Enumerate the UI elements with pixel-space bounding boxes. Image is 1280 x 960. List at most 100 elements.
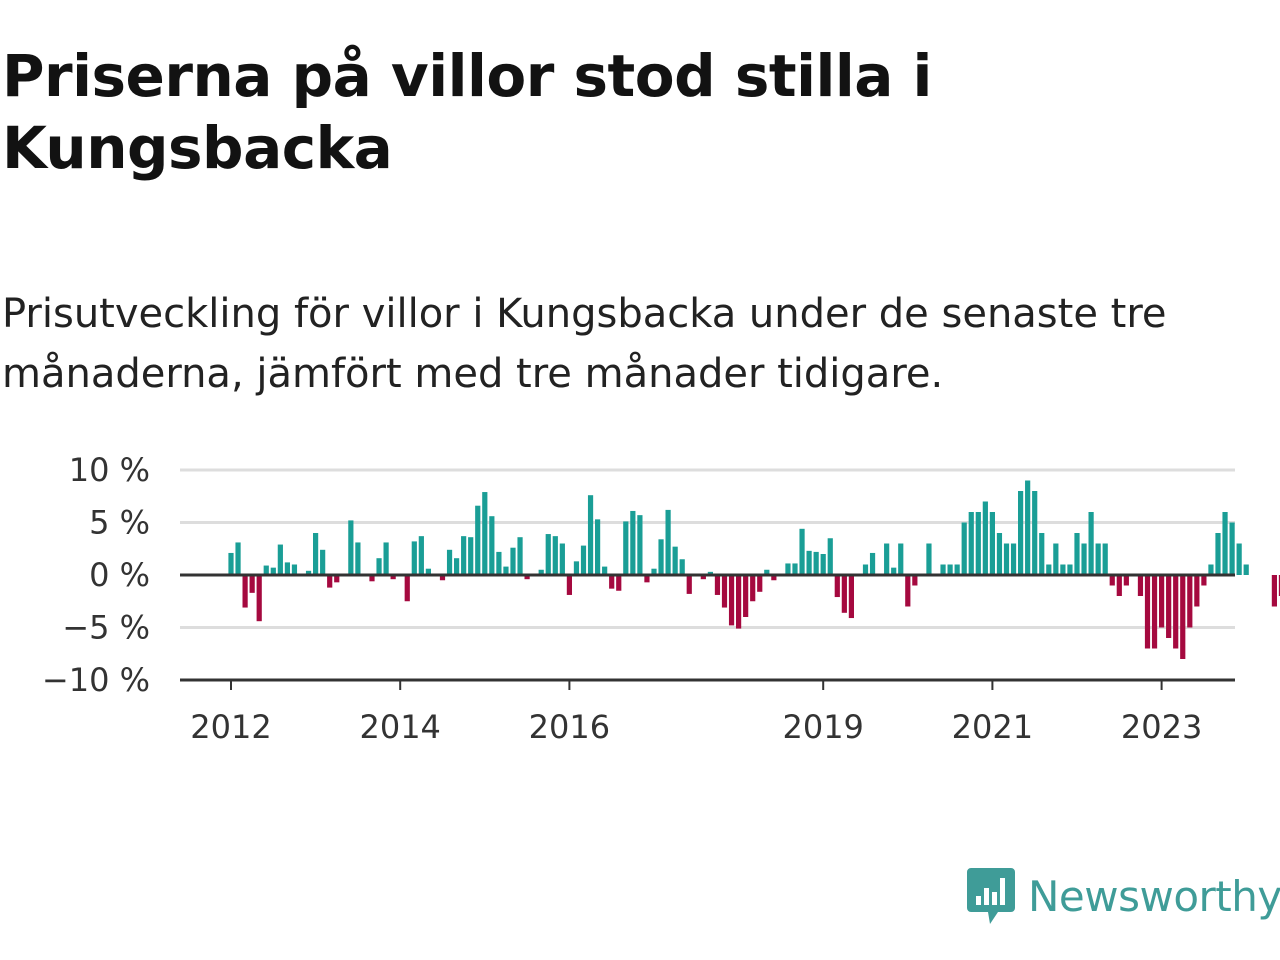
y-tick-label: −10 % <box>42 661 150 699</box>
bar <box>714 575 721 595</box>
bar <box>841 575 847 613</box>
bar <box>1074 533 1080 575</box>
x-tick-label: 2014 <box>359 708 440 746</box>
bar <box>228 552 234 575</box>
bar <box>658 539 664 575</box>
bar <box>700 575 706 580</box>
bar <box>418 536 424 575</box>
bar <box>1278 575 1280 596</box>
bar <box>284 562 290 575</box>
bar-series <box>228 480 1280 659</box>
bar <box>242 575 248 608</box>
bar <box>1010 543 1017 575</box>
bar <box>1067 564 1073 575</box>
bar <box>1236 543 1242 575</box>
bar <box>721 575 728 608</box>
bar <box>313 533 319 575</box>
bar <box>1088 512 1094 575</box>
y-tick-label: −5 % <box>62 609 150 647</box>
bar <box>1032 491 1038 575</box>
bar <box>334 575 340 583</box>
bar <box>947 564 953 575</box>
bar <box>609 575 615 589</box>
bar <box>235 542 241 575</box>
bar <box>1003 543 1010 575</box>
page-title: Priserna på villor stod stilla i Kungsba… <box>2 42 932 182</box>
bar <box>898 543 904 575</box>
bar <box>552 536 558 575</box>
x-tick-label: 2023 <box>1121 708 1202 746</box>
bar <box>1046 564 1052 575</box>
bar <box>961 522 967 575</box>
bar <box>940 564 946 575</box>
bar <box>982 501 988 575</box>
bar <box>996 533 1003 575</box>
bar <box>270 567 276 575</box>
bar <box>595 519 601 575</box>
bar <box>249 575 255 593</box>
bar <box>912 575 918 586</box>
bar <box>1025 480 1031 575</box>
bar <box>1095 543 1101 575</box>
bar <box>736 575 742 629</box>
y-tick-label: 10 % <box>69 451 150 489</box>
bar <box>771 575 777 581</box>
bar <box>630 510 636 575</box>
bar <box>743 575 749 617</box>
bar <box>1109 575 1115 586</box>
bar <box>1137 575 1144 596</box>
bar <box>1187 575 1193 628</box>
bar <box>573 561 580 575</box>
bar <box>792 563 798 575</box>
bar <box>728 575 735 626</box>
bar <box>764 569 770 575</box>
bar <box>263 565 269 575</box>
bar <box>1243 564 1249 575</box>
bar <box>524 575 530 580</box>
bar <box>884 543 890 575</box>
bar <box>686 575 692 594</box>
bar <box>320 549 326 575</box>
bar <box>707 571 713 575</box>
bar <box>1102 543 1108 575</box>
bar <box>475 505 481 575</box>
x-axis-labels: 2012201420162019202120232025 <box>190 680 1202 746</box>
bar <box>644 575 650 583</box>
bar <box>1159 575 1165 628</box>
bar <box>510 547 516 575</box>
bar <box>1151 575 1158 649</box>
bar <box>587 495 594 575</box>
x-tick-label: 2012 <box>190 708 271 746</box>
bar <box>1222 512 1228 575</box>
bar <box>891 567 897 575</box>
bar <box>496 551 502 575</box>
bar <box>926 543 932 575</box>
bar <box>369 575 375 582</box>
bar <box>975 512 981 575</box>
bar <box>468 537 474 575</box>
bar <box>348 520 354 575</box>
bar <box>1060 564 1066 575</box>
page-subtitle: Prisutveckling för villor i Kungsbacka u… <box>2 291 1167 397</box>
bar <box>1144 575 1151 649</box>
bar <box>1053 543 1059 575</box>
bar <box>616 575 622 591</box>
axes <box>180 573 1235 682</box>
bar <box>602 566 608 575</box>
bar <box>517 537 523 575</box>
bar <box>545 534 551 575</box>
bar <box>559 543 565 575</box>
bar <box>1039 533 1045 575</box>
bar <box>1215 533 1221 575</box>
bar <box>820 554 826 575</box>
bar <box>989 512 995 575</box>
bar <box>1018 491 1024 575</box>
bar <box>869 552 876 575</box>
x-tick-label: 2019 <box>782 708 863 746</box>
bar <box>425 568 431 575</box>
bar <box>439 575 446 581</box>
bar <box>834 575 840 598</box>
bar <box>785 563 791 575</box>
bar <box>968 512 974 575</box>
bar <box>1229 522 1235 575</box>
